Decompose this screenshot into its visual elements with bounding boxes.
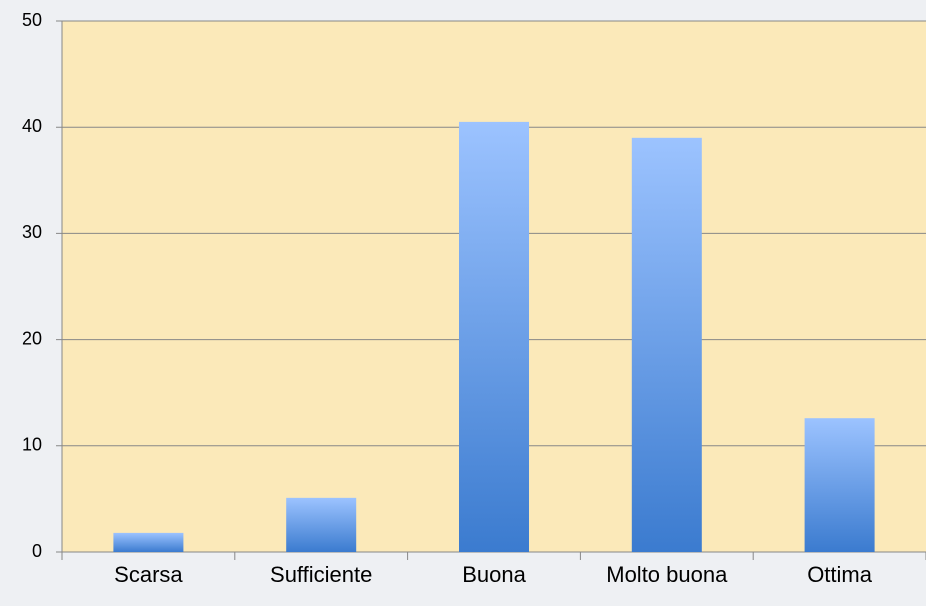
y-tick-label: 50 <box>22 10 42 30</box>
bar <box>113 532 184 552</box>
y-tick-label: 40 <box>22 116 42 136</box>
y-tick-label: 10 <box>22 435 42 455</box>
bar <box>286 497 357 552</box>
x-tick-label: Molto buona <box>606 562 728 587</box>
bar <box>459 121 529 552</box>
y-tick-label: 20 <box>22 328 42 348</box>
bar <box>631 137 702 552</box>
y-tick-label: 0 <box>32 541 42 561</box>
bar <box>804 418 875 552</box>
y-tick-label: 30 <box>22 222 42 242</box>
x-tick-label: Scarsa <box>114 562 183 587</box>
x-tick-label: Sufficiente <box>270 562 372 587</box>
x-tick-label: Ottima <box>807 562 873 587</box>
x-tick-label: Buona <box>462 562 526 587</box>
